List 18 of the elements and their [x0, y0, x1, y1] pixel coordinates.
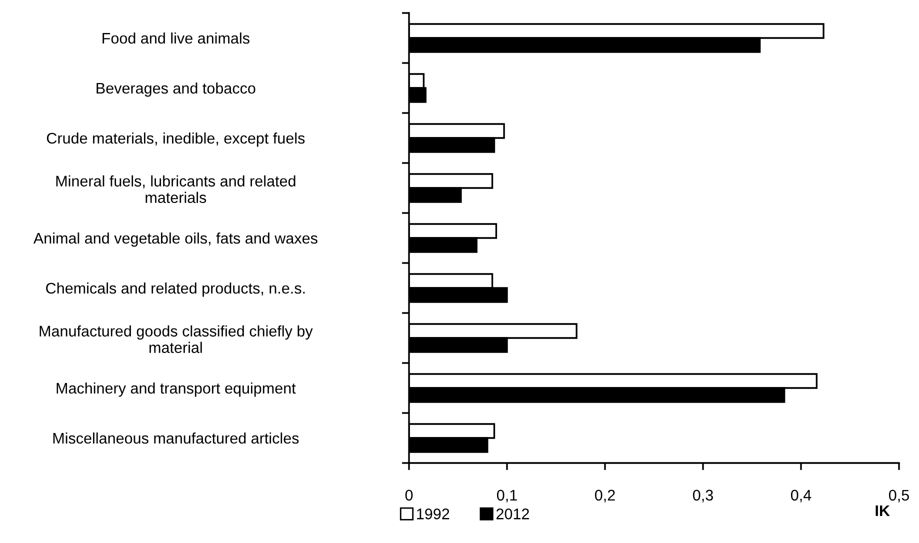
x-tick-label: 0,3	[692, 490, 713, 502]
legend-label: 1992	[417, 508, 450, 520]
y-tick-label: Beverages and tobacco	[96, 82, 256, 97]
x-tick-label: 0,1	[496, 490, 517, 502]
x-axis-title: IK	[876, 505, 890, 516]
legend-label: 2012	[496, 508, 529, 520]
y-tick-label: Miscellaneous manufactured articles	[53, 432, 299, 444]
y-tick-label: Mineral fuels, lubricants and related materials	[56, 175, 296, 204]
y-tick-label: Manufactured goods classified chiefly by material	[40, 325, 313, 354]
y-tick-label: Crude materials, inedible, except fuels	[46, 132, 305, 147]
y-tick-label: Food and live animals	[102, 32, 250, 44]
x-tick-label: 0,2	[594, 490, 615, 502]
y-tick-label: Chemicals and related products, n.e.s.	[46, 282, 305, 297]
y-tick-label: Machinery and transport equipment	[56, 382, 296, 397]
y-tick-label: Animal and vegetable oils, fats and waxes	[33, 232, 318, 247]
x-tick-label: 0,4	[790, 490, 812, 502]
x-tick-label: 0	[405, 490, 413, 501]
x-tick-label: 0,5	[888, 490, 909, 502]
